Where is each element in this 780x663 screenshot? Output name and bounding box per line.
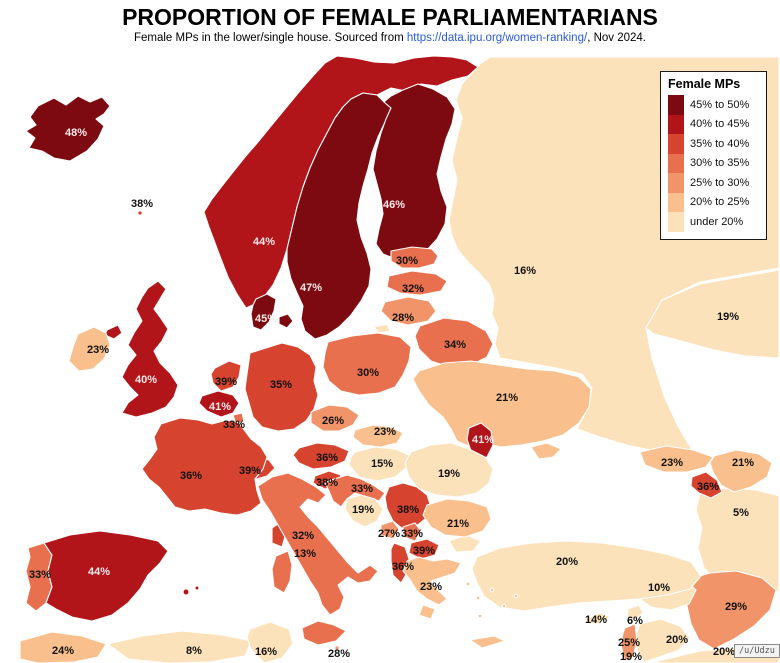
aegean-island <box>465 581 471 587</box>
island-mallorca <box>182 588 190 596</box>
aegean-island <box>477 613 483 619</box>
country-austria <box>292 442 350 470</box>
country-spain <box>43 530 169 622</box>
island-crete <box>469 635 506 649</box>
legend-item: 20% to 25% <box>668 192 760 212</box>
subtitle-date: , Nov 2024. <box>587 32 647 44</box>
legend-label: 45% to 50% <box>690 98 750 111</box>
legend-swatch <box>668 153 684 173</box>
country-iraq <box>682 570 777 650</box>
legend-label: 40% to 45% <box>690 118 750 131</box>
country-czechia <box>310 404 360 432</box>
aegean-island <box>513 593 519 599</box>
country-north-macedonia <box>408 538 440 560</box>
country-poland <box>322 332 412 396</box>
legend-label: under 20% <box>690 215 744 228</box>
country-israel <box>620 623 638 662</box>
island-menorca <box>194 585 200 591</box>
island-sicily <box>301 620 347 646</box>
country-greece <box>402 556 462 606</box>
legend-label: 25% to 30% <box>690 176 750 189</box>
country-bulgaria <box>422 498 492 538</box>
country-germany <box>244 342 319 432</box>
aegean-island <box>489 587 495 593</box>
legend-title: Female MPs <box>668 77 741 91</box>
legend-swatch <box>668 173 684 193</box>
region-crimea <box>530 442 562 460</box>
country-ireland <box>68 326 111 372</box>
country-latvia <box>386 270 448 296</box>
country-malta <box>334 645 340 651</box>
country-slovakia <box>352 424 404 448</box>
island-sardinia <box>271 550 293 594</box>
legend-swatch <box>668 95 684 115</box>
country-cyprus <box>584 612 612 625</box>
legend-swatch <box>668 192 684 212</box>
country-bosnia <box>344 494 384 528</box>
country-faroe-islands <box>137 210 143 216</box>
country-iceland <box>25 95 111 162</box>
country-france <box>141 417 268 516</box>
country-tunisia <box>246 621 294 663</box>
country-united-kingdom <box>121 280 179 418</box>
header: PROPORTION OF FEMALE PARLIAMENTARIANS Fe… <box>0 4 780 44</box>
country-belgium <box>198 390 240 418</box>
country-ukraine <box>412 360 592 448</box>
legend-item: under 20% <box>668 212 760 232</box>
country-kosovo <box>402 522 422 542</box>
legend-item: 35% to 40% <box>668 134 760 154</box>
country-armenia <box>690 471 723 499</box>
legend-item: 30% to 35% <box>668 153 760 173</box>
country-azerbaijan <box>709 449 773 493</box>
subtitle: Female MPs in the lower/single house. So… <box>0 32 780 44</box>
watermark-credit: /u/Udzu <box>734 644 780 658</box>
page-title: PROPORTION OF FEMALE PARLIAMENTARIANS <box>122 4 658 30</box>
aegean-island <box>501 603 507 609</box>
country-hungary <box>348 446 410 482</box>
country-romania <box>404 442 494 498</box>
country-belarus <box>414 317 494 368</box>
legend-label: 20% to 25% <box>690 196 750 209</box>
legend: Female MPs 45% to 50% 40% to 45% 35% to 40… <box>660 71 767 240</box>
legend-label: 30% to 35% <box>690 157 750 170</box>
source-link[interactable]: https://data.ipu.org/women-ranking/ <box>406 32 588 44</box>
country-denmark <box>250 293 277 331</box>
country-turkey <box>471 540 702 612</box>
legend-item: 25% to 30% <box>668 173 760 193</box>
legend-swatch <box>668 134 684 154</box>
region-peloponnese <box>418 604 436 620</box>
country-serbia <box>384 482 432 530</box>
country-turkey-european <box>448 534 482 553</box>
legend-items: 45% to 50% 40% to 45% 35% to 40% 30% to 35%… <box>668 95 760 232</box>
region-kaliningrad <box>373 323 391 334</box>
legend-item: 40% to 45% <box>668 114 760 134</box>
country-netherlands <box>210 360 242 392</box>
country-lebanon <box>626 604 644 621</box>
legend-item: 45% to 50% <box>668 95 760 115</box>
country-kazakhstan <box>645 269 780 359</box>
aegean-island <box>475 595 481 601</box>
legend-swatch <box>668 114 684 134</box>
country-montenegro <box>380 520 400 540</box>
country-georgia <box>639 445 714 473</box>
subtitle-text: Female MPs in the lower/single house. So… <box>133 32 407 44</box>
country-finland <box>372 83 456 260</box>
country-lithuania <box>380 296 437 326</box>
country-italy <box>257 472 379 616</box>
country-algeria <box>107 630 252 663</box>
legend-swatch <box>668 212 684 232</box>
legend-label: 35% to 40% <box>690 137 750 150</box>
country-morocco <box>19 631 107 663</box>
country-estonia <box>390 246 439 269</box>
country-denmark-zealand <box>278 313 294 329</box>
